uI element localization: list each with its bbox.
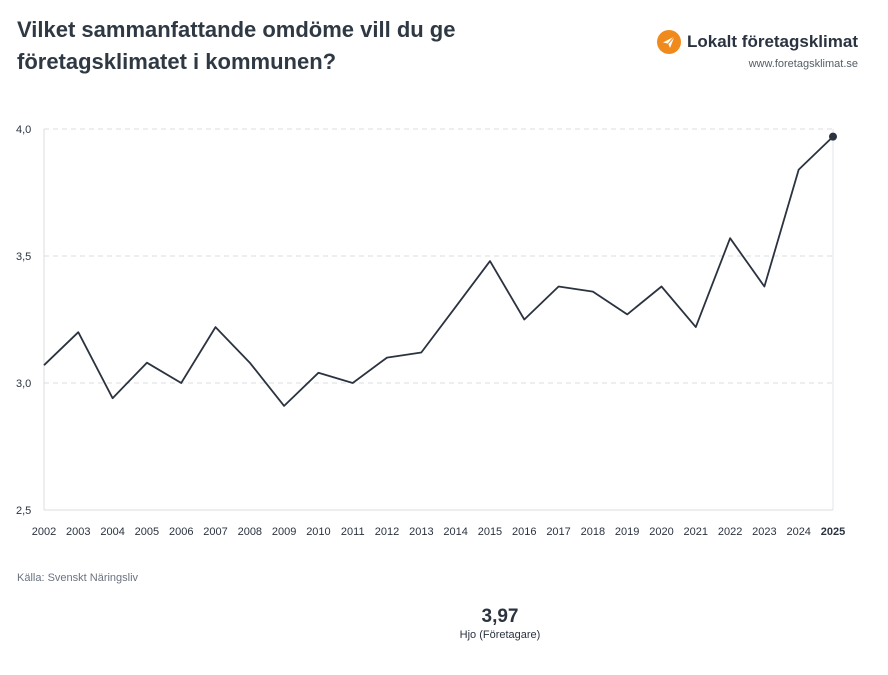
x-tick-label: 2022 <box>718 526 742 538</box>
x-tick-label: 2014 <box>443 526 467 538</box>
x-tick-label: 2015 <box>478 526 502 538</box>
x-tick-label: 2013 <box>409 526 433 538</box>
x-tick-label: 2023 <box>752 526 776 538</box>
y-tick-label: 4,0 <box>16 124 31 136</box>
x-tick-label: 2019 <box>615 526 639 538</box>
x-tick-label: 2006 <box>169 526 193 538</box>
last-point-marker <box>829 132 837 141</box>
x-tick-label: 2021 <box>684 526 708 538</box>
y-tick-label: 3,0 <box>16 378 31 390</box>
x-tick-label: 2020 <box>649 526 673 538</box>
kpi-label: Hjo (Företagare) <box>459 629 541 641</box>
chart-title: Vilket sammanfattande omdöme vill du ge … <box>17 17 456 74</box>
x-tick-label: 2016 <box>512 526 536 538</box>
x-tick-label: 2005 <box>135 526 159 538</box>
x-tick-label: 2009 <box>272 526 296 538</box>
x-tick-label: 2011 <box>341 526 365 538</box>
x-tick-label: 2003 <box>66 526 90 538</box>
kpi-value: 3,97 <box>481 606 519 627</box>
x-tick-label: 2025 <box>821 526 845 538</box>
x-tick-label: 2010 <box>306 526 330 538</box>
x-tick-label: 2007 <box>203 526 227 538</box>
x-tick-label: 2012 <box>375 526 399 538</box>
source-note: Källa: Svenskt Näringsliv <box>17 572 139 584</box>
series-line <box>43 135 834 407</box>
brand: Lokalt företagsklimat www.foretagsklimat… <box>657 30 858 70</box>
x-tick-label: 2004 <box>100 526 124 538</box>
brand-url: www.foretagsklimat.se <box>748 58 858 70</box>
x-tick-label: 2008 <box>238 526 262 538</box>
x-tick-label: 2017 <box>546 526 570 538</box>
paper-plane-icon <box>657 30 681 54</box>
x-tick-label: 2018 <box>581 526 605 538</box>
kpi-summary: 3,97 Hjo (Företagare) <box>400 606 600 641</box>
brand-name: Lokalt företagsklimat <box>687 32 858 51</box>
line-chart: 2,5 3,0 3,5 4,0 2002 2003 2004 2005 2006 2007 2008… <box>16 124 845 538</box>
x-tick-label: 2002 <box>32 526 56 538</box>
y-tick-label: 2,5 <box>16 505 31 517</box>
y-tick-label: 3,5 <box>16 251 31 263</box>
x-tick-label: 2024 <box>786 526 810 538</box>
